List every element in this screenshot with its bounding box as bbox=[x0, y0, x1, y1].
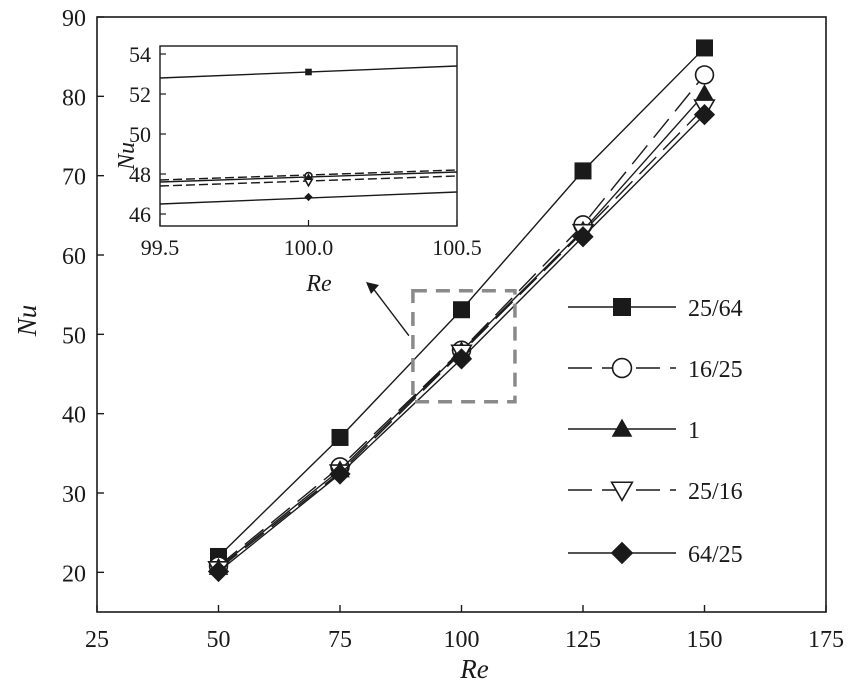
x-axis-title: Re bbox=[459, 654, 488, 684]
legend-item-16-25: 16/25 bbox=[568, 357, 743, 383]
inset-plot: 99.5 100.0 100.5 46 48 50 52 54 Re Nu bbox=[114, 42, 482, 297]
legend-marker bbox=[613, 298, 631, 316]
legend-item-25-64: 25/64 bbox=[568, 296, 743, 322]
y-tick-label: 90 bbox=[62, 6, 86, 32]
data-point bbox=[450, 348, 473, 370]
legend-label: 64/25 bbox=[688, 542, 743, 568]
zoom-region-box bbox=[411, 288, 517, 404]
inset-x-axis-title: Re bbox=[305, 271, 332, 297]
inset-y-tick-label: 54 bbox=[129, 42, 151, 67]
x-tick-label: 75 bbox=[328, 627, 352, 653]
inset-series-1 bbox=[159, 171, 458, 183]
legend-label: 25/16 bbox=[688, 479, 743, 505]
legend-label: 1 bbox=[688, 418, 700, 444]
series-64-25 bbox=[207, 103, 716, 583]
x-tick-label: 100 bbox=[444, 627, 480, 653]
x-tick-label: 50 bbox=[207, 627, 231, 653]
inset-series-64-25 bbox=[159, 191, 458, 205]
inset-series-25-16 bbox=[159, 175, 458, 188]
zoom-arrow-line bbox=[371, 286, 410, 337]
inset-data-point bbox=[303, 178, 314, 188]
inset-y-tick-label: 50 bbox=[129, 122, 151, 147]
x-tick-label: 25 bbox=[85, 627, 109, 653]
legend-marker bbox=[611, 357, 633, 379]
legend-label: 16/25 bbox=[688, 357, 743, 383]
data-point bbox=[453, 301, 470, 319]
data-point bbox=[694, 65, 715, 85]
y-tick-label: 30 bbox=[62, 482, 86, 508]
inset-y-tick-label: 48 bbox=[129, 162, 151, 187]
legend-item-1: 1 bbox=[568, 418, 700, 444]
data-point bbox=[331, 428, 349, 446]
inset-series-25-64 bbox=[159, 65, 458, 79]
zoom-region bbox=[366, 282, 517, 404]
y-tick-label: 60 bbox=[62, 244, 86, 270]
y-axis-title: Nu bbox=[12, 305, 42, 338]
main-series-group bbox=[207, 39, 716, 583]
inset-y-tick-label: 46 bbox=[129, 202, 151, 227]
y-tick-label: 50 bbox=[62, 323, 86, 349]
legend-marker bbox=[610, 541, 634, 565]
data-point bbox=[207, 560, 230, 583]
inset-data-point bbox=[304, 173, 313, 180]
legend-item-64-25: 64/25 bbox=[568, 541, 743, 568]
data-point bbox=[696, 39, 713, 57]
data-point bbox=[574, 162, 592, 180]
zoom-arrow-head bbox=[366, 282, 379, 294]
x-tick-label: 150 bbox=[687, 627, 723, 653]
legend-label: 25/64 bbox=[688, 296, 743, 322]
y-tick-label: 80 bbox=[62, 85, 86, 111]
data-point bbox=[694, 84, 715, 102]
x-tick-label: 125 bbox=[565, 627, 601, 653]
inset-data-point bbox=[304, 192, 313, 202]
y-tick-label: 20 bbox=[62, 561, 86, 587]
data-point bbox=[329, 463, 351, 485]
y-tick-label: 70 bbox=[62, 165, 86, 191]
data-point bbox=[572, 226, 594, 248]
inset-data-point bbox=[305, 68, 312, 76]
legend: 25/64 16/25 1 25/16 64/25 bbox=[568, 296, 743, 568]
legend-item-25-16: 25/16 bbox=[568, 479, 743, 505]
inset-x-tick-label: 100.5 bbox=[432, 235, 482, 260]
inset-x-tick-label: 99.5 bbox=[141, 235, 180, 260]
inset-x-tick-label: 100.0 bbox=[284, 235, 334, 260]
legend-marker bbox=[611, 418, 633, 437]
legend-marker bbox=[610, 481, 634, 502]
inset-y-axis-title: Nu bbox=[114, 142, 140, 171]
data-point bbox=[693, 103, 716, 126]
inset-y-tick-label: 52 bbox=[129, 82, 151, 107]
series-25-64 bbox=[210, 39, 713, 565]
x-tick-label: 175 bbox=[808, 627, 844, 653]
y-tick-label: 40 bbox=[62, 403, 86, 429]
